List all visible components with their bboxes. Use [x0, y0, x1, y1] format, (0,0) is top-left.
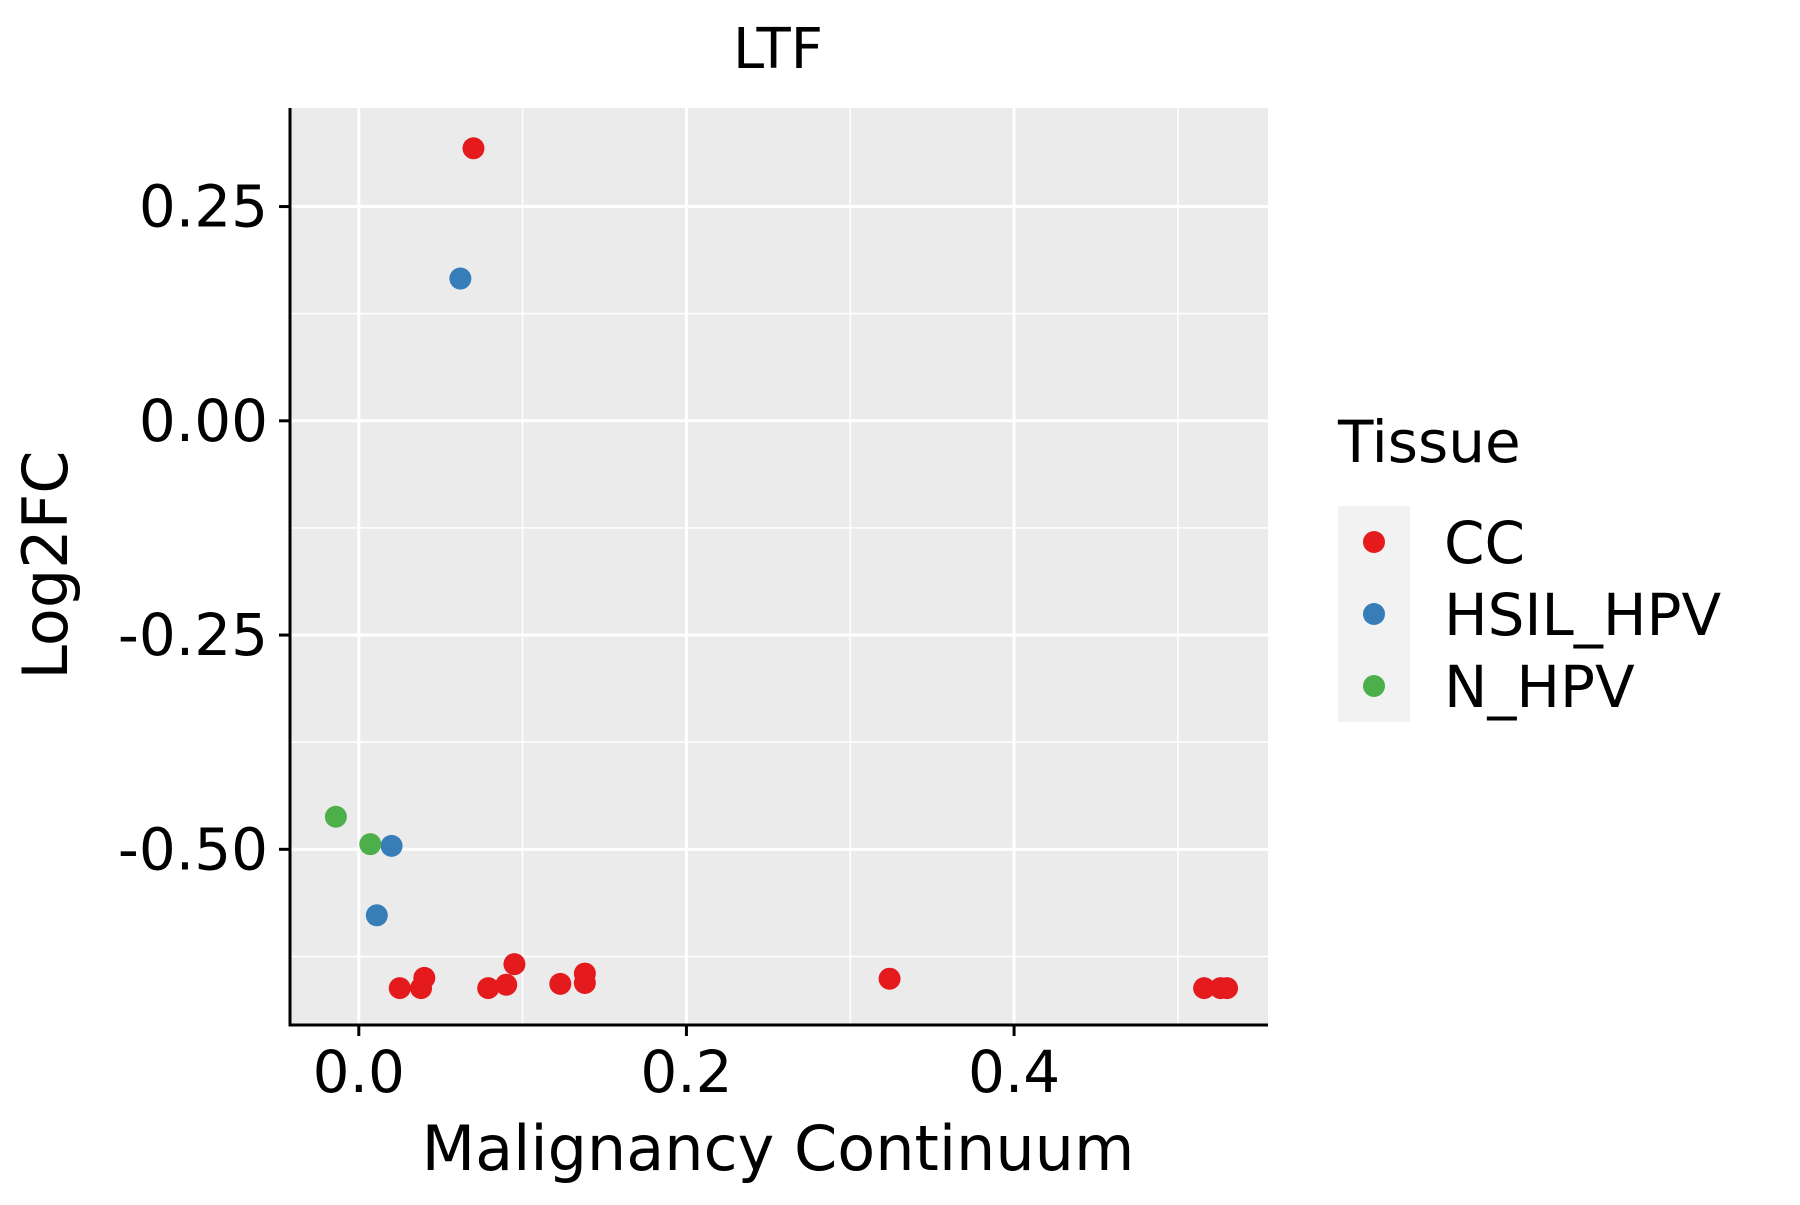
axes: 0.0 0.2 0.4 0.25 0.00 -0.25 -0.50	[118, 108, 1268, 1106]
data-point-cc	[495, 973, 518, 996]
y-tick-label: 0.00	[139, 387, 268, 455]
x-axis-title: Malignancy Continuum	[422, 1112, 1135, 1185]
y-axis-title: Log2FC	[9, 450, 82, 679]
legend-title: Tissue	[1337, 408, 1521, 476]
data-points	[324, 137, 1239, 1000]
data-point-hsil-hpv	[365, 904, 388, 927]
data-point-cc	[549, 972, 572, 995]
legend-swatch-cc	[1363, 531, 1385, 553]
y-tick-label: -0.50	[118, 815, 268, 883]
data-point-n-hpv	[324, 805, 347, 828]
legend-swatch-hsil-hpv	[1363, 603, 1385, 625]
data-point-cc	[573, 972, 596, 995]
data-point-cc	[477, 977, 500, 1000]
legend-label: HSIL_HPV	[1444, 581, 1721, 649]
data-point-hsil-hpv	[380, 834, 403, 857]
data-point-cc	[878, 967, 901, 990]
legend-label: CC	[1444, 509, 1525, 577]
data-point-cc	[413, 966, 436, 989]
y-tick-label: -0.25	[118, 601, 268, 669]
x-tick-label: 0.0	[313, 1038, 405, 1106]
data-point-cc	[462, 137, 485, 160]
chart-title: LTF	[733, 17, 823, 82]
legend-label: N_HPV	[1444, 653, 1635, 721]
plot-panel	[290, 108, 1268, 1025]
x-tick-label: 0.4	[968, 1038, 1060, 1106]
legend-swatch-n-hpv	[1363, 675, 1385, 697]
data-point-n-hpv	[359, 833, 382, 856]
data-point-cc	[503, 953, 526, 976]
data-point-cc	[1193, 977, 1216, 1000]
grid-lines	[290, 108, 1268, 1025]
y-tick-label: 0.25	[139, 173, 268, 241]
data-point-cc	[1216, 977, 1239, 1000]
data-point-cc	[388, 977, 411, 1000]
x-tick-label: 0.2	[640, 1038, 732, 1106]
data-point-hsil-hpv	[449, 267, 472, 290]
